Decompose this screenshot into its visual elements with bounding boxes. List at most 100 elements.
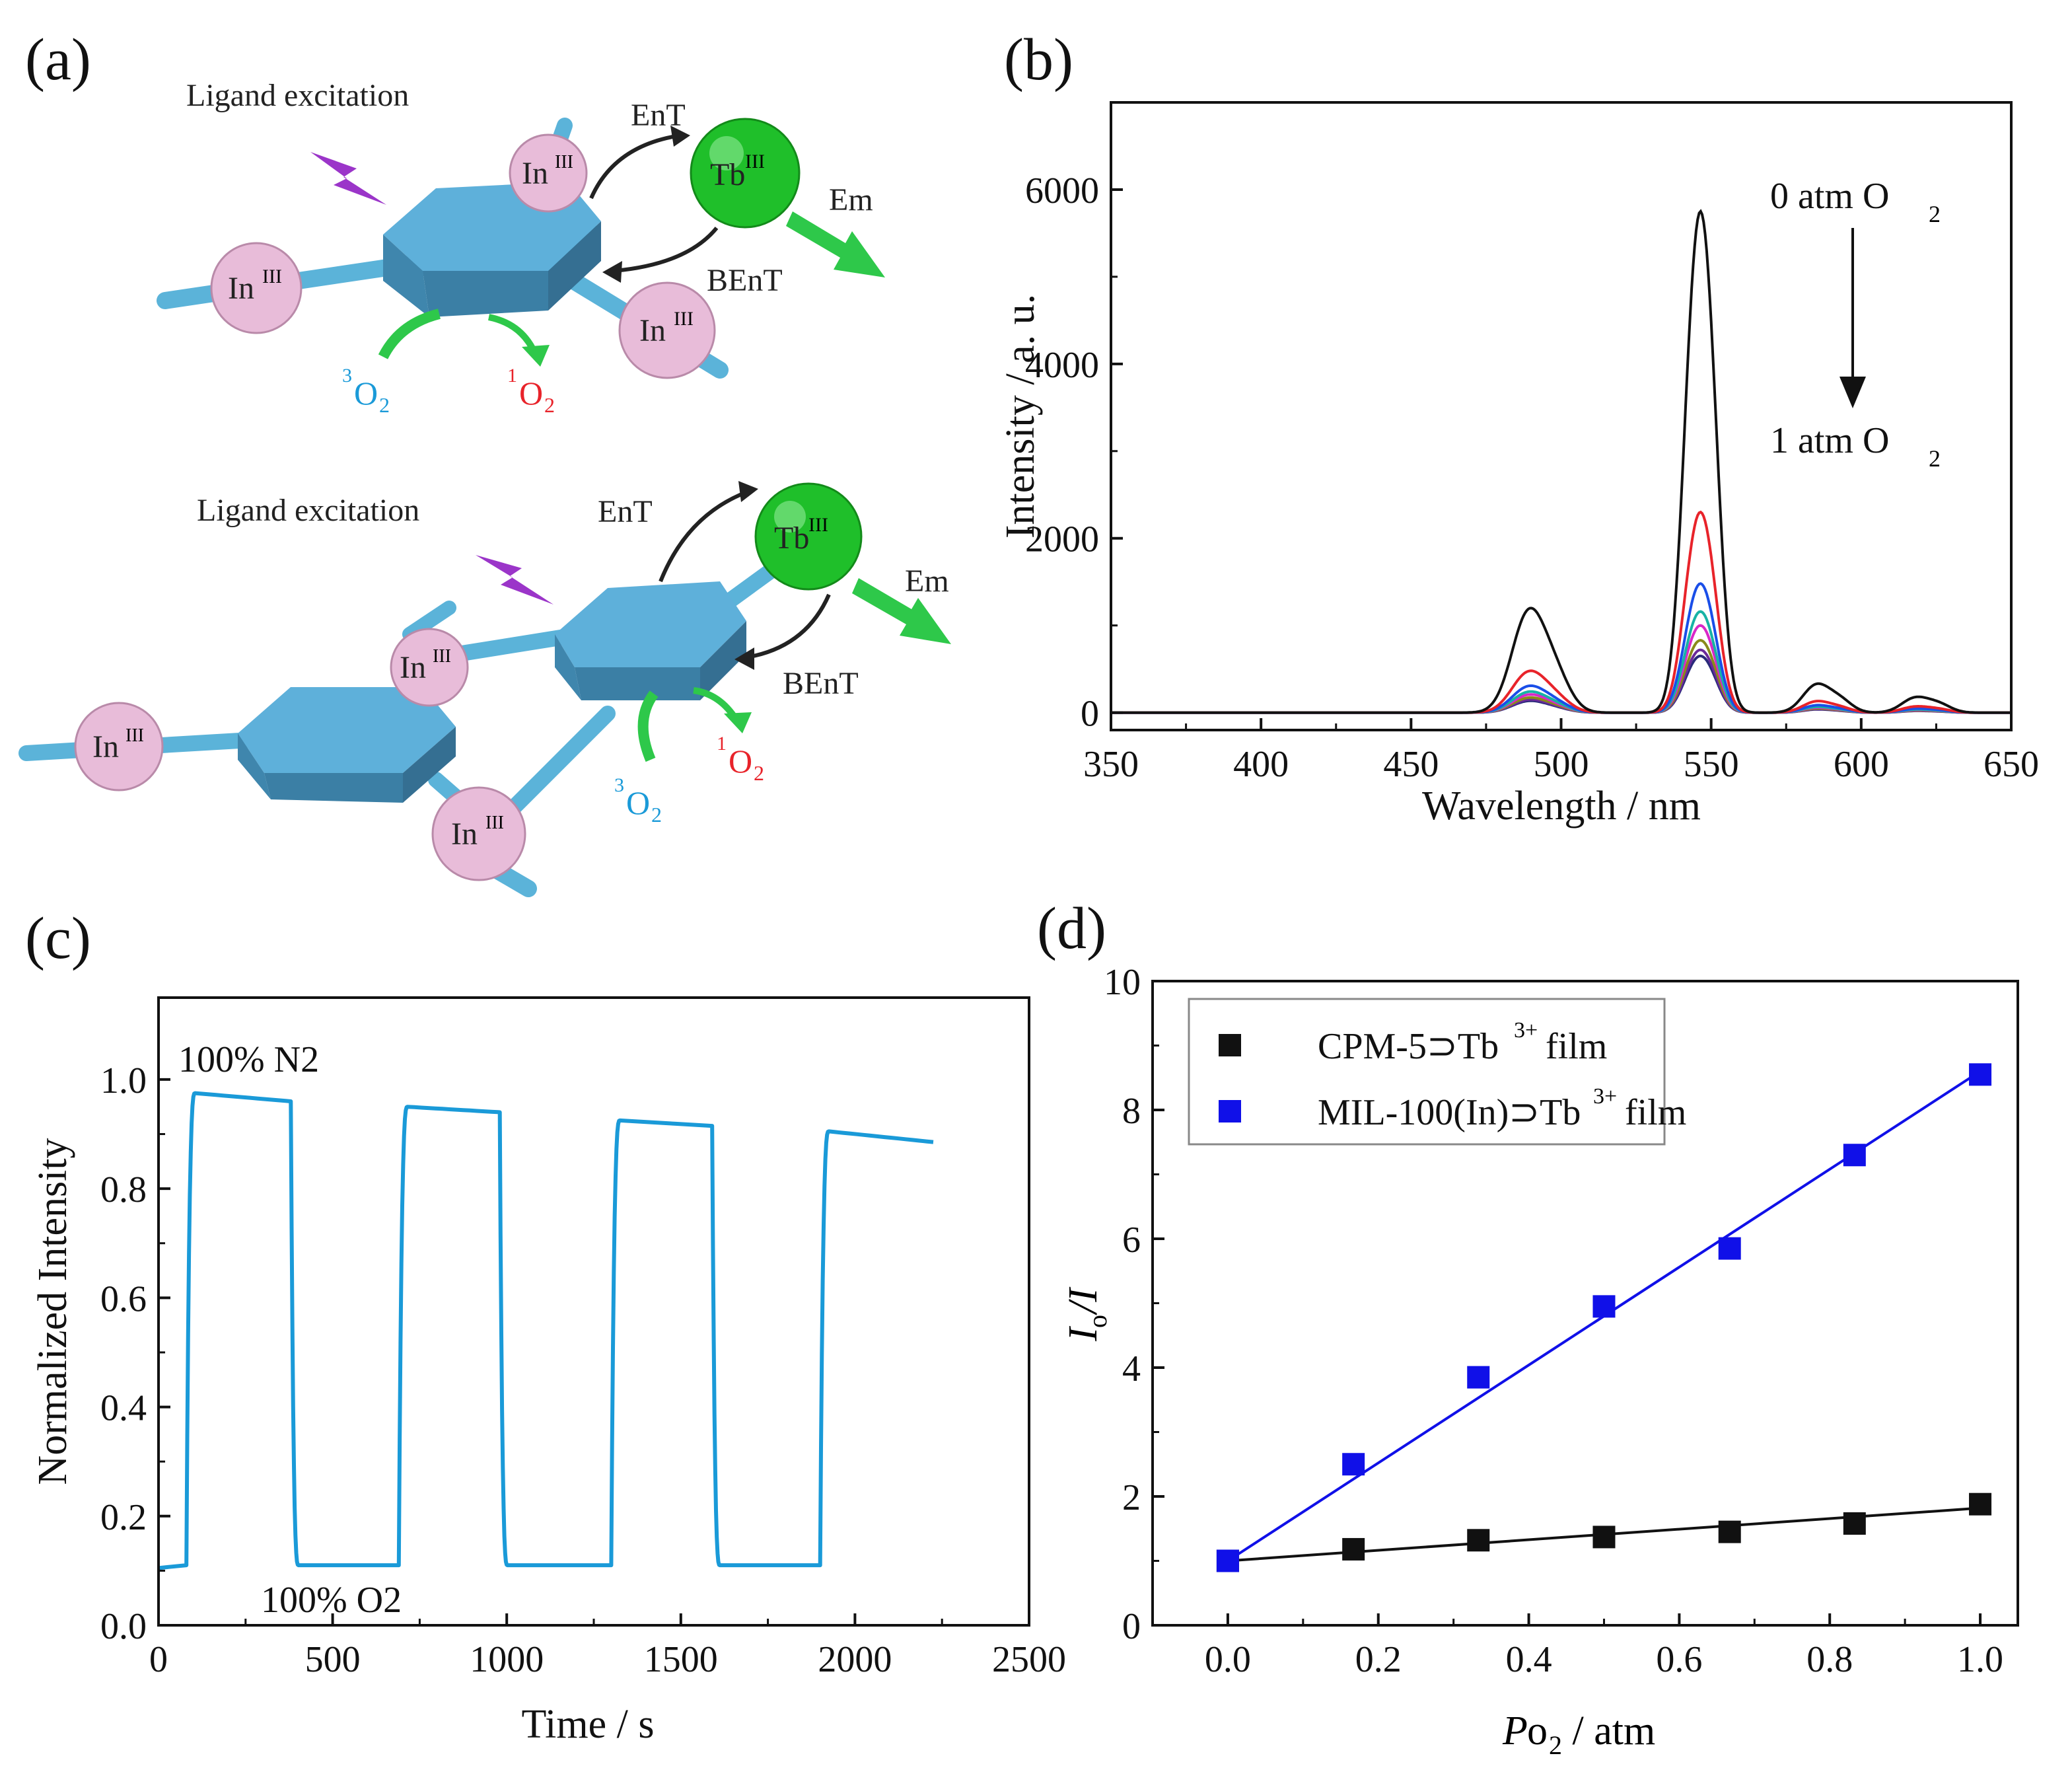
xlabel-unit: / atm [1562,1709,1655,1753]
o2-singlet-sub: 2 [754,761,764,785]
ligand-hexagon-edge [264,773,403,803]
o2-triplet-sup: 3 [342,365,352,386]
scheme-top-title: Ligand excitation [186,78,409,113]
in-label: In [228,271,254,306]
o2-triplet-sub: 2 [379,393,390,417]
y-tick-label: 4 [1122,1348,1141,1389]
tb-node: Tb III [754,482,863,591]
x-tick-label: 500 [305,1639,361,1680]
tb-sup: III [745,151,765,172]
x-tick-label: 600 [1834,744,1889,785]
y-tick-label: 6000 [1025,170,1099,211]
panel-d: (d) 0.0 0.2 0.4 0.6 0.8 1.0 0 2 4 6 8 10 CPM-5⊃Tb 3… [1037,896,2019,1760]
panel-b-ylabel: Intensity / a. u. [998,294,1043,538]
in-node: In III [618,281,716,379]
panel-b-letter: (b) [1004,27,1073,92]
x-tick-label: 2000 [818,1639,892,1680]
x-tick-label: 1.0 [1957,1639,2003,1680]
em-arrow [852,578,951,644]
legend-label-cpm5-sup: 3+ [1514,1018,1538,1043]
panel-b-annotation-bottom: 1 atm O 2 [1770,420,1941,472]
legend-label-cpm5: CPM-5⊃Tb [1318,1026,1499,1067]
legend-marker-black [1219,1034,1241,1056]
in-sup: III [555,152,573,172]
y-tick-label: 0 [1081,694,1099,735]
bent-arrow [614,227,719,273]
o2-triplet-o: O [626,784,650,821]
tb-label: Tb [710,157,745,192]
y-tick-label: 1.0 [100,1060,147,1101]
annotation-o2: 100% O2 [261,1580,402,1621]
data-point [1718,1520,1741,1543]
panel-c-axes: 0 500 1000 1500 2000 2500 0.0 0.2 0.4 0.6 0.8 1.0 [100,1060,1066,1680]
x-tick-label: 1000 [470,1639,544,1680]
data-point [1216,1549,1239,1572]
ent-label: EnT [631,98,686,133]
tb-node: Tb III [690,118,801,229]
panel-a-letter: (a) [25,27,91,92]
in-label: In [92,729,119,764]
ent-arrow [659,490,748,583]
ligand-hexagon-edge [555,634,581,700]
in-label: In [639,313,666,348]
o2-arrowhead [522,345,550,367]
o2-triplet-sup: 3 [614,774,624,796]
legend-marker-blue [1219,1100,1241,1122]
y-tick-label: 8 [1122,1091,1141,1132]
panel-d-letter: (d) [1037,896,1106,961]
o2-triplet-o: O [354,375,378,412]
panel-c-ylabel: Normalized Intensity [30,1138,75,1485]
em-label: Em [905,564,949,599]
x-tick-label: 0.2 [1355,1639,1402,1680]
spectrum-line [1111,610,2011,714]
annotation-n2: 100% N2 [178,1039,319,1080]
tb-label: Tb [774,521,809,556]
in-label: In [400,650,426,685]
o2-singlet-o: O [729,743,752,780]
data-point [1592,1526,1616,1549]
x-tick-label: 1500 [644,1639,718,1680]
o2-arrow [637,690,659,762]
y-tick-label: 6 [1122,1220,1141,1261]
bent-arrow [746,593,831,659]
in-sup: III [125,725,144,746]
x-tick-label: 400 [1233,744,1289,785]
ligand-hexagon-edge [423,271,548,317]
data-point [1969,1492,1992,1516]
x-tick-label: 0.8 [1806,1639,1853,1680]
lightning-icon [310,152,386,205]
tb-sup: III [808,514,828,536]
xlabel-o: o [1527,1709,1548,1753]
ent-arrow [589,133,681,200]
panel-b-plot-area [1111,209,2011,714]
x-tick-label: 0.0 [1205,1639,1251,1680]
data-point [1592,1295,1616,1318]
x-tick-label: 450 [1383,744,1439,785]
in-sup: III [262,266,282,287]
ent-arrowhead [670,126,690,147]
panel-c-letter: (c) [25,906,91,971]
scheme-bottom-title: Ligand excitation [197,493,419,528]
panel-d-ylabel: I o /I [1061,1286,1112,1342]
annotation-bottom-text: 1 atm O [1770,420,1889,461]
legend-box [1188,998,1666,1146]
o2-singlet-sup: 1 [717,733,727,754]
y-tick-label: 0.4 [100,1388,147,1429]
y-tick-label: 0.8 [100,1169,147,1210]
xlabel-sub: 2 [1549,1730,1562,1760]
y-tick-label: 2 [1122,1477,1141,1518]
data-point [1467,1366,1490,1389]
data-point [1843,1144,1866,1167]
intensity-trace [158,1091,934,1570]
scheme-bottom: Ligand excitation In III [18,481,951,897]
in-node: In III [390,628,469,707]
y-tick-label: 0 [1122,1606,1141,1647]
em-label: Em [829,182,873,217]
scheme-top: Ligand excitation In III In III [157,78,885,417]
bent-arrowhead [734,647,754,670]
ligand-hexagon-edge [700,621,746,700]
in-node: In III [210,242,303,334]
o2-triplet-label: 3 O 2 [342,365,390,417]
panel-d-xlabel: P o 2 / atm [1502,1709,1655,1760]
ylabel-rest: /I [1061,1286,1106,1315]
